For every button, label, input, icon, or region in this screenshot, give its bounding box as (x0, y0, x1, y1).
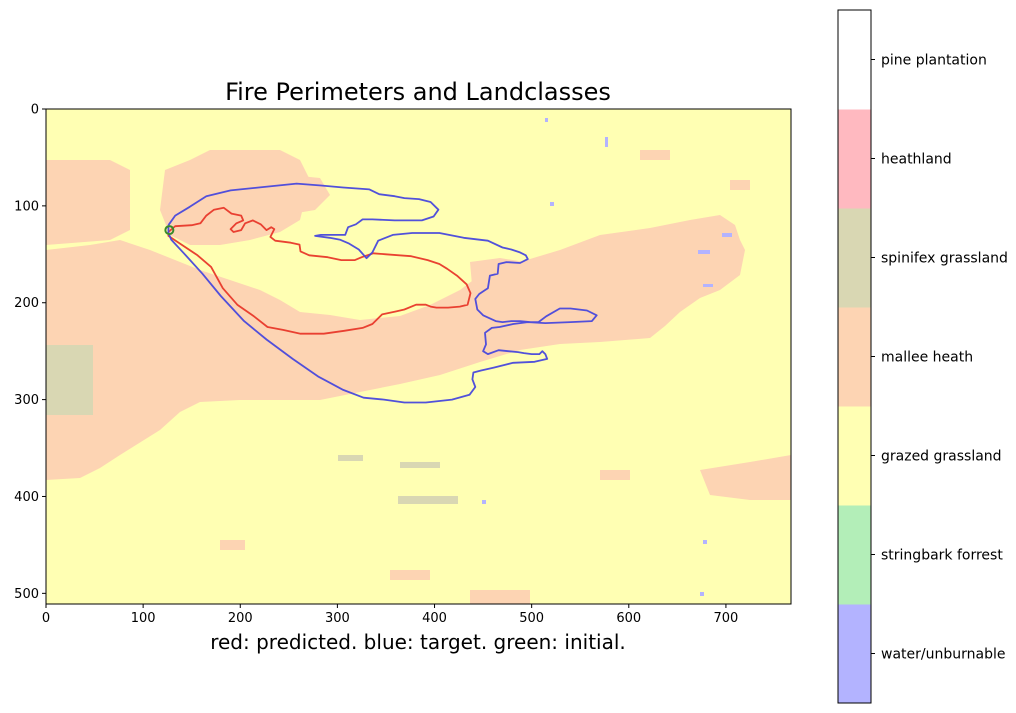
predicted-perimeter-line (167, 206, 472, 335)
y-tick-label: 100 (14, 199, 39, 214)
mallee-heath-patch (70, 185, 92, 197)
colorbar: water/unburnable stringbark forrest grazed… (837, 9, 1008, 704)
mallee-heath-region (46, 160, 130, 245)
colorbar-label: mallee heath (881, 350, 973, 366)
initial-point (164, 225, 175, 236)
mallee-heath-patch (220, 540, 245, 550)
water-unburnable-patch (482, 500, 486, 504)
y-tick-label: 0 (31, 103, 39, 118)
mallee-heath-patch (390, 570, 430, 580)
x-tick-label: 100 (131, 611, 156, 626)
x-tick-label: 300 (325, 611, 350, 626)
y-axis: 0 100 200 300 400 500 (14, 103, 46, 602)
x-axis: 0 100 200 300 400 500 600 700 (42, 604, 738, 626)
water-unburnable-patch (605, 137, 608, 147)
y-tick-label: 500 (14, 587, 39, 602)
x-tick-label: 400 (422, 611, 447, 626)
x-tick-label: 500 (519, 611, 544, 626)
colorbar-label: pine plantation (881, 53, 987, 69)
x-tick-label: 0 (42, 611, 50, 626)
mallee-heath-patch (140, 285, 160, 295)
colorbar-swatch (838, 10, 871, 110)
water-unburnable-patch (722, 233, 732, 237)
colorbar-swatch (838, 604, 871, 704)
colorbar-label: heathland (881, 152, 952, 168)
colorbar-swatch (838, 307, 871, 407)
colorbar-swatch (838, 208, 871, 308)
mallee-heath-patch (600, 470, 630, 480)
y-tick-label: 300 (14, 393, 39, 408)
mallee-heath-patch (470, 590, 530, 604)
perimeter-lines (164, 182, 598, 404)
plot-area (45, 108, 792, 605)
target-perimeter-line (167, 182, 598, 404)
water-unburnable-patch (703, 540, 707, 544)
mallee-heath-region (46, 215, 745, 480)
water-unburnable-patch (698, 250, 710, 254)
spinifex-grassland-patch (400, 462, 440, 468)
y-tick-label: 400 (14, 490, 39, 505)
colorbar-swatch (838, 109, 871, 209)
x-tick-label: 200 (228, 611, 253, 626)
colorbar-swatch (838, 505, 871, 605)
colorbar-label: spinifex grassland (881, 251, 1008, 267)
spinifex-grassland-patch (46, 345, 93, 415)
x-tick-label: 600 (616, 611, 641, 626)
water-unburnable-patch (703, 284, 713, 287)
colorbar-label: stringbark forrest (881, 548, 1003, 564)
mallee-heath-region (700, 455, 791, 500)
water-unburnable-patch (545, 118, 548, 122)
colorbar-swatch (838, 406, 871, 506)
spinifex-grassland-patch (398, 496, 458, 504)
colorbar-label: grazed grassland (881, 449, 1002, 465)
spinifex-grassland-patch (338, 455, 363, 461)
chart-title: Fire Perimeters and Landclasses (225, 78, 611, 106)
x-tick-label: 700 (714, 611, 739, 626)
y-tick-label: 200 (14, 296, 39, 311)
x-axis-label: red: predicted. blue: target. green: ini… (210, 630, 626, 654)
mallee-heath-patch (640, 150, 670, 160)
water-unburnable-patch (550, 202, 554, 206)
mallee-heath-patch (730, 180, 750, 190)
colorbar-frame (837, 9, 872, 704)
water-unburnable-patch (700, 592, 704, 596)
colorbar-label: water/unburnable (881, 647, 1005, 663)
plot-frame (45, 108, 792, 605)
